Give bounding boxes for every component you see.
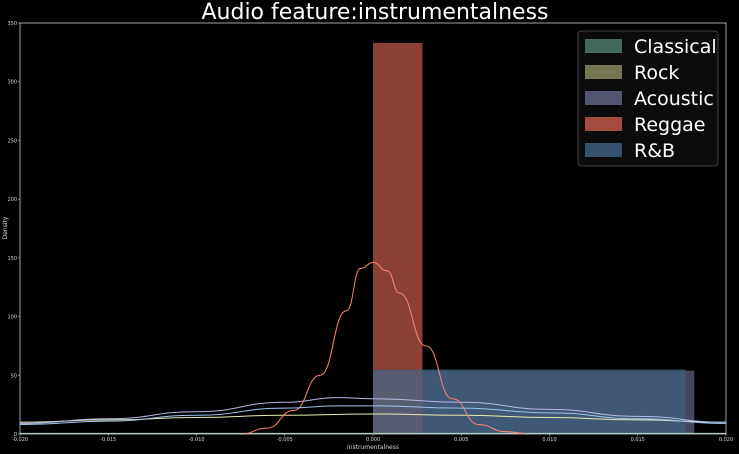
legend-swatch-acoustic	[585, 91, 622, 105]
y-tick-label: 350	[7, 21, 17, 27]
x-axis-label: instrumentalness	[347, 444, 399, 451]
legend-swatch-classical	[585, 39, 622, 53]
kde-line-r-b	[19, 405, 727, 426]
y-tick-label: 300	[7, 80, 17, 86]
legend-label-classical: Classical	[634, 36, 717, 58]
legend-swatch-r-b	[585, 143, 622, 157]
histogram-bars	[373, 42, 695, 434]
legend-label-rock: Rock	[634, 62, 679, 84]
y-tick-label: 100	[7, 315, 17, 321]
y-tick-label: 150	[7, 256, 17, 262]
legend: Classical Rock Acoustic Reggae R&B	[577, 30, 719, 167]
x-axis-ticks: -0.020 -0.015 -0.010 -0.005 0.000 0.005 0.010 0…	[12, 434, 733, 443]
legend-label-reggae: Reggae	[634, 114, 706, 136]
y-tick-label: 0	[14, 432, 17, 438]
y-tick-label: 250	[7, 138, 17, 144]
x-tick-label: 0.005	[454, 437, 468, 443]
x-tick-label: 0.000	[366, 437, 380, 443]
y-axis-ticks: 0 50 100 150 200 250 300 350	[7, 21, 20, 438]
x-tick-label: -0.005	[277, 437, 293, 443]
x-tick-label: 0.020	[719, 437, 733, 443]
y-tick-label: 200	[7, 197, 17, 203]
y-axis-label: Density	[2, 216, 9, 239]
legend-label-r-b: R&B	[634, 140, 675, 162]
bar-reggae-0	[373, 42, 423, 434]
bar-r-b-0	[373, 369, 686, 434]
legend-label-acoustic: Acoustic	[634, 88, 714, 110]
x-tick-label: 0.015	[631, 437, 645, 443]
legend-swatch-rock	[585, 65, 622, 79]
legend-box	[577, 30, 719, 167]
kde-line-acoustic	[19, 397, 727, 424]
kde-curves	[19, 262, 727, 435]
x-tick-label: -0.010	[188, 437, 204, 443]
x-tick-label: -0.015	[100, 437, 116, 443]
chart-title: Audio feature:instrumentalness	[201, 0, 548, 25]
y-tick-label: 50	[11, 373, 17, 379]
x-tick-label: 0.010	[542, 437, 556, 443]
x-tick-label: -0.020	[12, 437, 28, 443]
legend-swatch-reggae	[585, 117, 622, 131]
